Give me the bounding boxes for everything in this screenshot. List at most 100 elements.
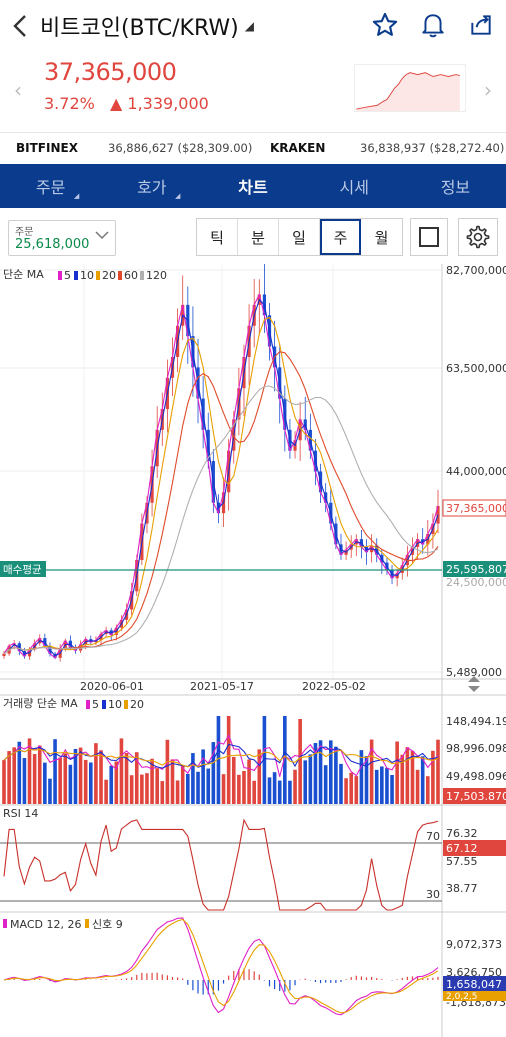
macd-label: MACD 12, 26 (10, 918, 81, 931)
y-tick: 38.77 (446, 882, 478, 895)
y-tick: 44,000,000 (446, 465, 506, 478)
period-month[interactable]: 월 (374, 228, 389, 247)
volume-plot (2, 716, 440, 804)
volume-bar (94, 743, 98, 804)
avg-buy-tag (0, 561, 46, 577)
quote-panel: ‹ 37,365,000 3.72% ▲ 1,339,000 › (0, 56, 506, 126)
fullscreen-button[interactable] (410, 218, 448, 256)
star-icon[interactable] (370, 10, 400, 40)
ma120-label: 120 (146, 269, 167, 282)
current-price-label: 37,365,000 (446, 502, 506, 515)
volume-bar (191, 753, 195, 804)
chart-area[interactable]: 단순 MA 5 10 20 60 120 매수평균 82,700,000 63,… (0, 264, 506, 1037)
period-tick[interactable]: 틱 (197, 219, 238, 255)
rsi-current: 67.12 (446, 842, 478, 855)
volume-bar (58, 757, 62, 804)
volume-bar (73, 748, 78, 804)
signal-swatch (85, 919, 89, 928)
period-minute[interactable]: 분 (238, 219, 279, 255)
volume-ma10-line (3, 743, 439, 769)
x-tick: 2020-06-01 (80, 680, 144, 693)
menu-triangle-icon: ◢ (175, 192, 181, 200)
volume-bar (288, 780, 292, 804)
vol-ma5-swatch (86, 700, 90, 709)
volume-bar (12, 747, 17, 804)
order-dropdown[interactable]: 주문 25,618,000 (8, 220, 116, 256)
y-tick: 148,494.194 (446, 715, 506, 728)
tab-chart[interactable]: 차트 (202, 164, 303, 208)
chevron-left-icon[interactable]: ‹ (14, 78, 22, 102)
volume-bar (226, 716, 231, 804)
candle-body (436, 506, 440, 524)
volume-bar (242, 770, 246, 804)
volume-bar (354, 776, 359, 804)
volume-bar (109, 765, 114, 804)
bell-icon[interactable] (418, 10, 448, 40)
volume-bar (211, 742, 216, 804)
ma60-line (3, 351, 439, 655)
exchange-bar: BITFINEX 36,886,627 ($28,309.00) KRAKEN … (0, 132, 506, 162)
ma-legend: 단순 MA 5 10 20 60 120 (3, 268, 167, 282)
ma60-label: 60 (124, 269, 138, 282)
gear-icon (466, 225, 490, 249)
volume-current: 17,503.870 (446, 790, 506, 803)
rsi-line (3, 818, 439, 911)
header: 비트코인(BTC/KRW) ◢ (0, 0, 506, 52)
y-tick: 82,700,000 (446, 264, 506, 277)
volume-bar (328, 740, 333, 804)
volume-bar (201, 749, 205, 804)
chevron-down-icon: ◢ (244, 19, 254, 33)
volume-bar (262, 716, 267, 804)
volume-bar (180, 764, 185, 804)
volume-bar (206, 768, 211, 804)
volume-bar (140, 774, 144, 804)
volume-ma5-line (3, 734, 439, 777)
tab-order[interactable]: 주문 ◢ (0, 164, 101, 208)
y-tick-hidden: 24,500,000 (446, 576, 506, 589)
resize-handle-icon[interactable] (468, 676, 480, 692)
volume-bar (380, 766, 384, 804)
change-percent: 3.72% (44, 94, 95, 113)
signal-current: 2,0,2,5 (446, 992, 478, 1002)
signal-line (3, 918, 439, 1014)
volume-bar (165, 739, 170, 804)
macd-current-tag (443, 976, 506, 992)
volume-bar (114, 761, 119, 804)
volume-ma20-line (3, 748, 439, 768)
volume-bar (104, 779, 108, 804)
signal-current-tag (443, 991, 506, 1001)
rsi-pane: RSI 14 70 30 76.32 57.55 38.77 67.12 (0, 807, 506, 913)
tab-info[interactable]: 정보 (405, 164, 506, 208)
ma120-line (3, 385, 439, 655)
tab-orderbook[interactable]: 호가 ◢ (101, 164, 202, 208)
volume-bar (43, 762, 47, 804)
chevron-right-icon[interactable]: › (484, 78, 492, 102)
settings-button[interactable] (458, 218, 498, 256)
period-selector: 틱 분 일 주 월 (196, 218, 403, 256)
share-icon[interactable] (466, 10, 496, 40)
ma20-swatch (96, 271, 100, 280)
exchange-name: KRAKEN (270, 140, 326, 155)
current-price-tag (442, 499, 506, 517)
volume-bar (134, 752, 139, 804)
volume-bar (7, 751, 11, 804)
rsi-level: 30 (426, 888, 440, 901)
x-tick: 2021-05-17 (190, 680, 254, 693)
volume-bar (247, 759, 251, 804)
volume-bar (160, 781, 165, 804)
y-tick: 76.32 (446, 827, 478, 840)
volume-bar (237, 774, 241, 804)
tab-market[interactable]: 시세 (304, 164, 405, 208)
back-button[interactable] (0, 0, 40, 52)
volume-bar (68, 764, 73, 804)
page-title[interactable]: 비트코인(BTC/KRW) ◢ (40, 10, 254, 42)
volume-bar (119, 738, 124, 804)
y-tick: 63,500,000 (446, 362, 506, 375)
period-day[interactable]: 일 (279, 219, 320, 255)
volume-bar (420, 756, 425, 804)
volume-bar (400, 754, 405, 804)
macd-line (3, 917, 439, 1016)
period-week[interactable]: 주 (320, 219, 361, 255)
signal-label: 신호 9 (92, 918, 123, 931)
